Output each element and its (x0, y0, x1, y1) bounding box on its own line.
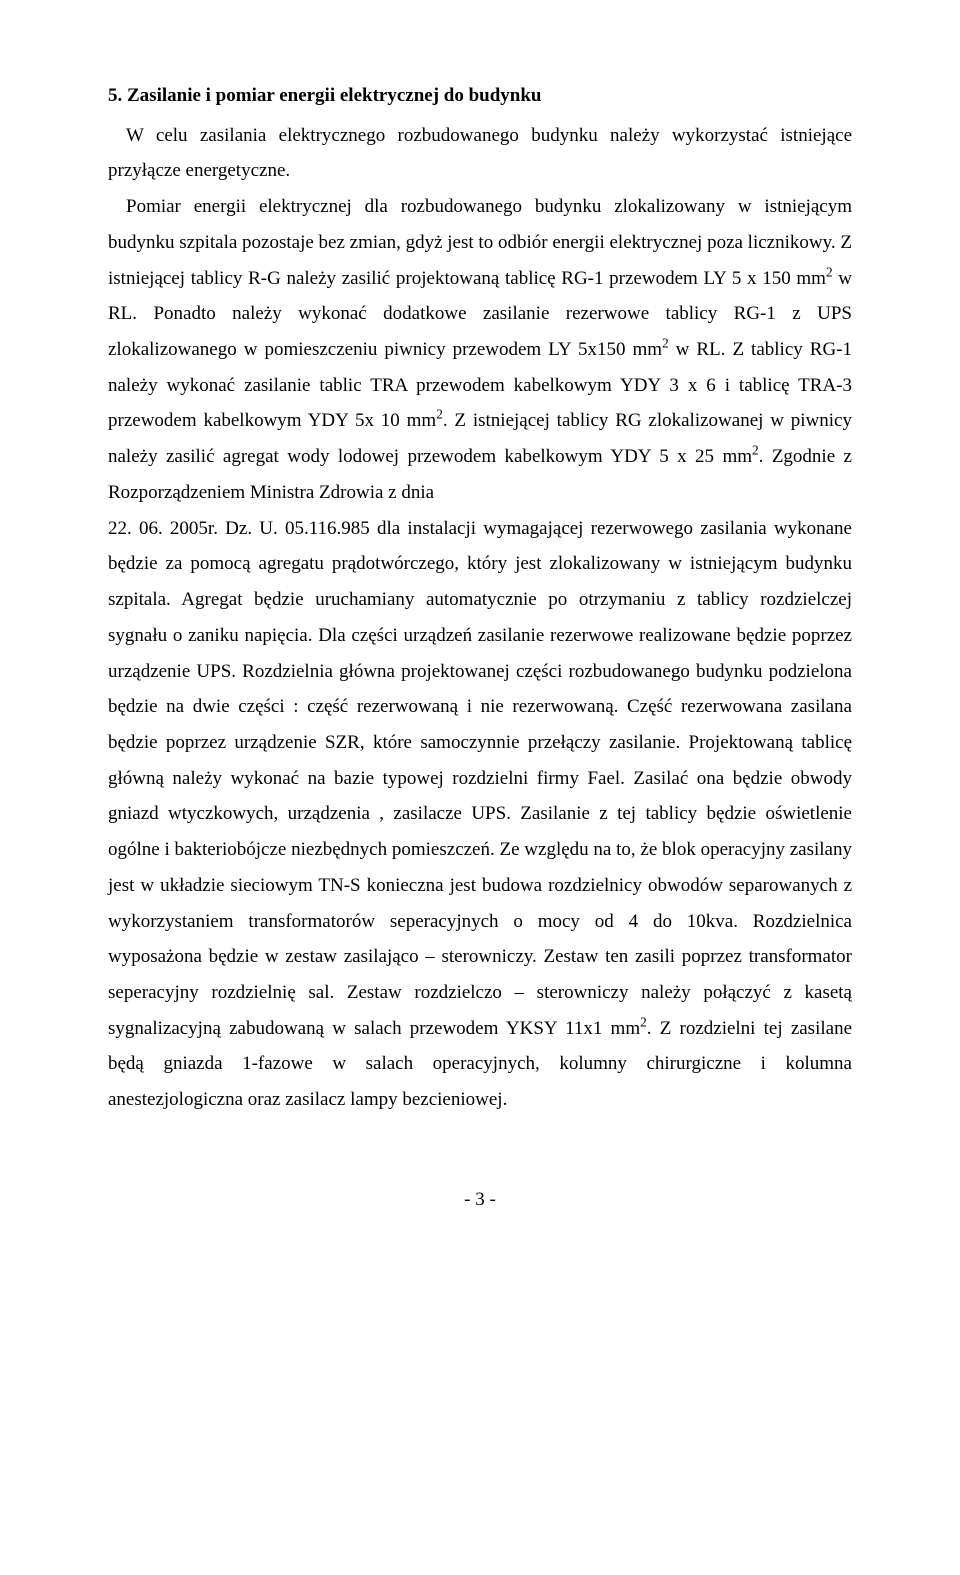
superscript-3: 2 (436, 407, 443, 422)
body-paragraph-3: 22. 06. 2005r. Dz. U. 05.116.985 dla ins… (108, 511, 852, 1118)
superscript-1: 2 (826, 264, 833, 279)
paragraph-1-text: W celu zasilania elektrycznego rozbudowa… (108, 125, 852, 182)
body-paragraph-1: W celu zasilania elektrycznego rozbudowa… (108, 118, 852, 189)
page-footer: - 3 - (108, 1182, 852, 1218)
page-number: - 3 - (464, 1189, 496, 1210)
body-paragraph-2: Pomiar energii elektrycznej dla rozbudow… (108, 189, 852, 510)
paragraph-3a-text: 22. 06. 2005r. Dz. U. 05.116.985 dla ins… (108, 518, 852, 1039)
superscript-2: 2 (662, 336, 669, 351)
superscript-5: 2 (640, 1014, 647, 1029)
section-heading: 5. Zasilanie i pomiar energii elektryczn… (108, 78, 852, 114)
heading-text: 5. Zasilanie i pomiar energii elektryczn… (108, 85, 542, 106)
paragraph-2a-text: Pomiar energii elektrycznej dla rozbudow… (108, 196, 852, 288)
superscript-4: 2 (752, 443, 759, 458)
